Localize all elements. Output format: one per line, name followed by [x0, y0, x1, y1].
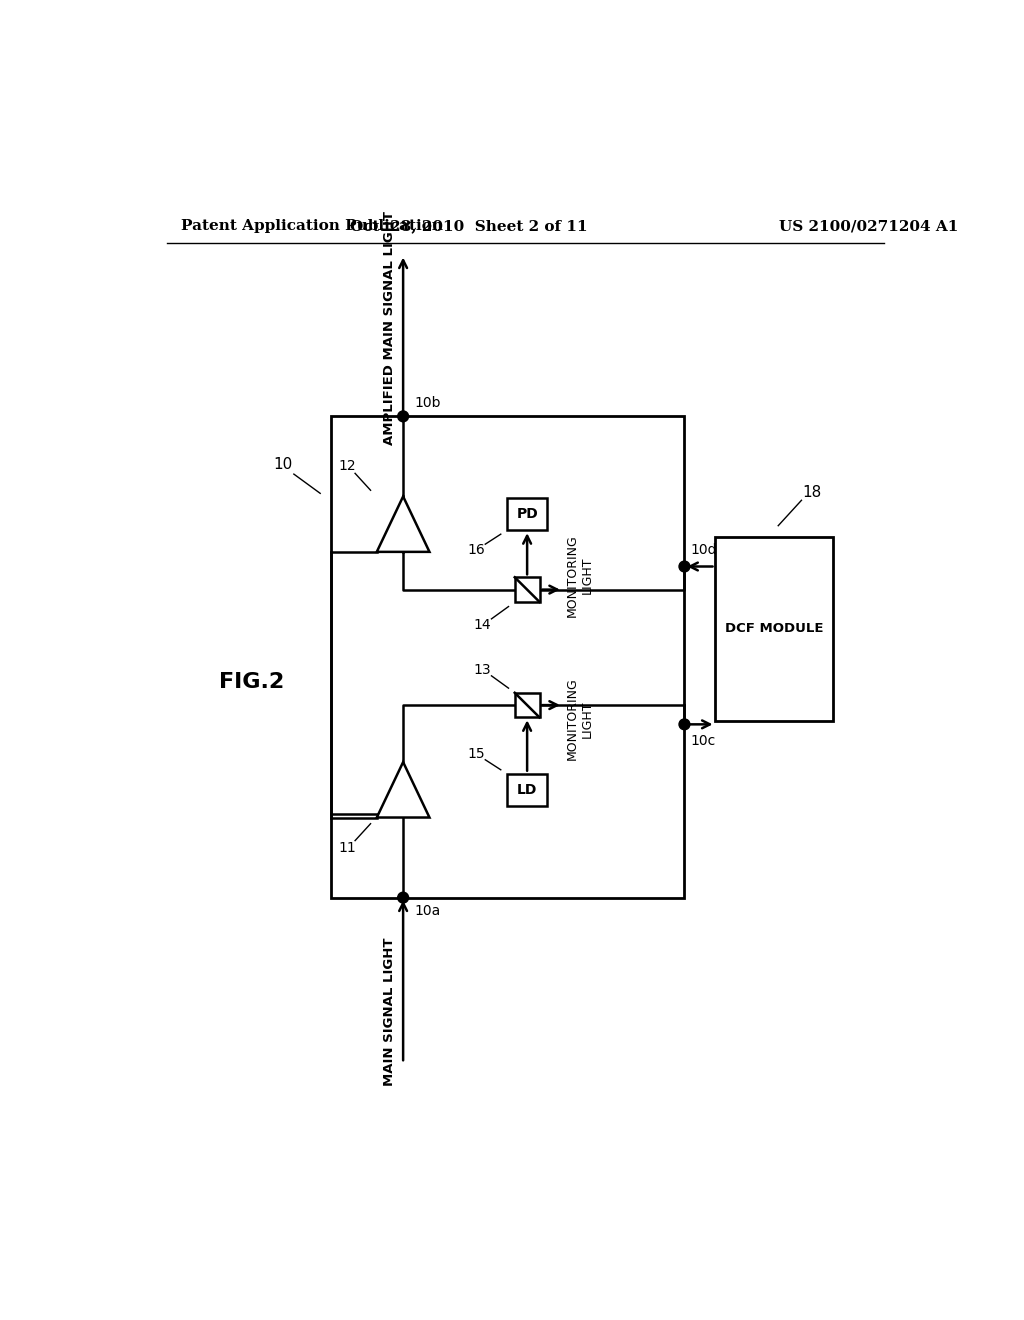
Text: 15: 15 [467, 747, 484, 760]
Text: 11: 11 [339, 841, 356, 855]
Bar [331, 416, 684, 898]
Text: 10c: 10c [690, 734, 716, 747]
Text: 12: 12 [339, 458, 356, 473]
Polygon shape [377, 762, 429, 817]
Text: MONITORING
LIGHT: MONITORING LIGHT [566, 535, 594, 618]
Polygon shape [377, 496, 429, 552]
Text: US 2100/0271204 A1: US 2100/0271204 A1 [779, 219, 958, 234]
Text: 18: 18 [802, 484, 821, 500]
Text: 10d: 10d [690, 544, 717, 557]
Text: 14: 14 [473, 618, 490, 632]
Text: 10b: 10b [414, 396, 440, 411]
Text: MAIN SIGNAL LIGHT: MAIN SIGNAL LIGHT [383, 937, 395, 1086]
Text: MONITORING
LIGHT: MONITORING LIGHT [566, 677, 594, 760]
Text: LD: LD [517, 783, 538, 797]
Bar [716, 537, 834, 721]
Text: DCF MODULE: DCF MODULE [725, 622, 823, 635]
Circle shape [397, 892, 409, 903]
Text: FIG.2: FIG.2 [219, 672, 285, 692]
Bar [515, 577, 540, 602]
Text: 10a: 10a [414, 904, 440, 917]
Text: Patent Application Publication: Patent Application Publication [180, 219, 442, 234]
Text: PD: PD [516, 507, 538, 521]
Circle shape [679, 719, 690, 730]
Bar [507, 774, 547, 807]
Text: 10: 10 [273, 457, 293, 471]
Text: Oct. 28, 2010  Sheet 2 of 11: Oct. 28, 2010 Sheet 2 of 11 [350, 219, 588, 234]
Text: 13: 13 [473, 663, 490, 677]
Text: AMPLIFIED MAIN SIGNAL LIGHT: AMPLIFIED MAIN SIGNAL LIGHT [383, 211, 395, 445]
Circle shape [679, 561, 690, 572]
Circle shape [397, 411, 409, 422]
Bar [515, 693, 540, 718]
Text: 16: 16 [467, 544, 484, 557]
Bar [507, 498, 547, 531]
